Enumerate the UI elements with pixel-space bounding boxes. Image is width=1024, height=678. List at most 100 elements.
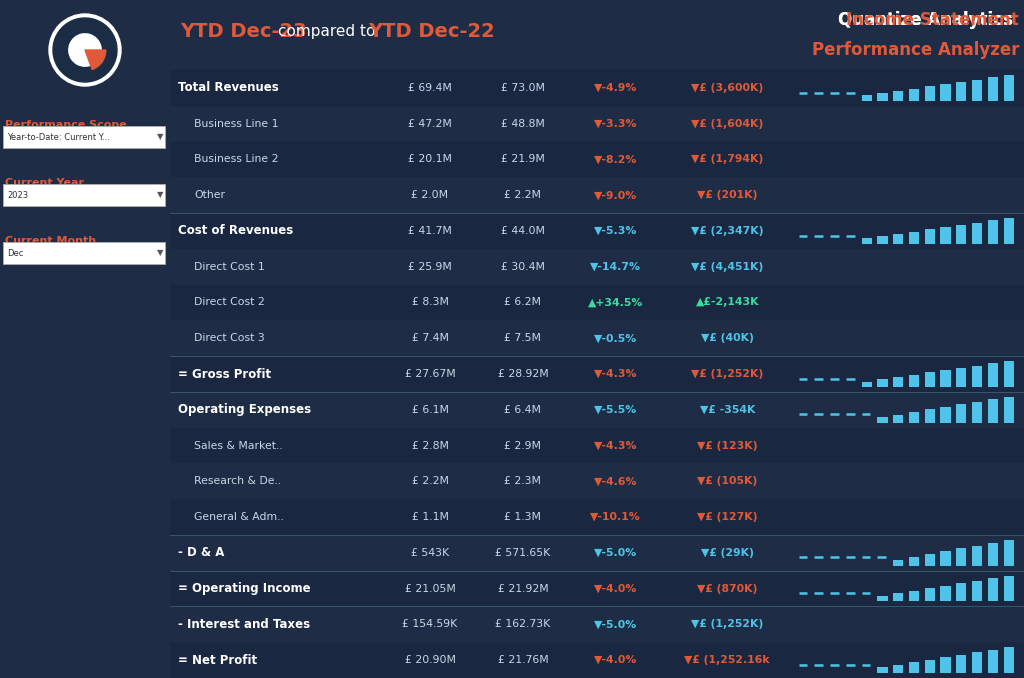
Text: £ 2.2M: £ 2.2M (505, 190, 542, 200)
Text: ▲£-2,143K: ▲£-2,143K (695, 298, 759, 307)
Text: Current Month: Current Month (5, 236, 96, 246)
Bar (972, 402, 982, 422)
Bar (878, 236, 888, 244)
FancyBboxPatch shape (3, 184, 165, 206)
Text: ▼-5.5%: ▼-5.5% (594, 405, 637, 415)
Bar (1004, 361, 1014, 387)
Bar (790, 70, 1024, 106)
Text: = Net Profit: = Net Profit (178, 654, 257, 666)
Bar (940, 370, 950, 387)
Bar (790, 392, 1024, 428)
Bar (878, 379, 888, 387)
Text: ▼£ (201K): ▼£ (201K) (697, 190, 758, 200)
Text: ▼£ (1,252K): ▼£ (1,252K) (691, 619, 763, 629)
Text: ▼£ (870K): ▼£ (870K) (697, 584, 758, 593)
Bar (972, 365, 982, 387)
Text: ▼£ (1,252.16k: ▼£ (1,252.16k (684, 655, 770, 665)
Text: £ 30.4M: £ 30.4M (501, 262, 545, 272)
Bar (893, 234, 903, 244)
Bar (170, 499, 790, 535)
Bar (170, 535, 790, 571)
Bar (988, 399, 998, 422)
Text: £ 2.8M: £ 2.8M (412, 441, 449, 450)
Text: ▼-5.0%: ▼-5.0% (594, 548, 637, 558)
Bar (909, 591, 920, 601)
Bar (972, 581, 982, 601)
Bar (1004, 576, 1014, 601)
Bar (790, 177, 1024, 213)
Text: £ 41.7M: £ 41.7M (409, 226, 452, 236)
Text: ▼-9.0%: ▼-9.0% (594, 190, 637, 200)
Bar (909, 375, 920, 387)
Bar (790, 463, 1024, 499)
Text: ▼-3.3%: ▼-3.3% (594, 119, 638, 129)
Text: £ 571.65K: £ 571.65K (496, 548, 551, 558)
Bar (878, 667, 888, 673)
Text: ▼-4.3%: ▼-4.3% (594, 369, 638, 379)
Text: ▼-5.0%: ▼-5.0% (594, 619, 637, 629)
Bar (988, 578, 998, 601)
Text: General & Adm..: General & Adm.. (194, 512, 284, 522)
Bar (956, 368, 967, 387)
Bar (909, 232, 920, 244)
Text: ▼-4.6%: ▼-4.6% (594, 476, 638, 486)
Text: £ 6.4M: £ 6.4M (505, 405, 542, 415)
Text: YTD Dec-22: YTD Dec-22 (368, 22, 495, 41)
Text: Performance Analyzer: Performance Analyzer (811, 41, 1019, 60)
Text: £ 2.3M: £ 2.3M (505, 476, 542, 486)
Text: £ 28.92M: £ 28.92M (498, 369, 548, 379)
Bar (988, 363, 998, 387)
Bar (988, 543, 998, 565)
Bar (909, 412, 920, 422)
Bar (861, 96, 871, 101)
Bar (956, 655, 967, 673)
Bar (893, 414, 903, 422)
Bar (925, 86, 935, 101)
Text: ▼£ (105K): ▼£ (105K) (697, 476, 758, 486)
Bar (940, 84, 950, 101)
Wedge shape (85, 27, 117, 82)
Text: £ 20.90M: £ 20.90M (404, 655, 456, 665)
Bar (925, 589, 935, 601)
Bar (956, 549, 967, 565)
Text: ▼£ (40K): ▼£ (40K) (700, 333, 754, 343)
Bar (988, 77, 998, 101)
Text: ▼£ (127K): ▼£ (127K) (697, 512, 758, 522)
Text: ▼£ (1,794K): ▼£ (1,794K) (691, 155, 763, 164)
Text: £ 7.4M: £ 7.4M (412, 333, 449, 343)
Text: £ 2.2M: £ 2.2M (412, 476, 449, 486)
Bar (790, 285, 1024, 320)
Text: Total Revenues: Total Revenues (178, 81, 279, 94)
Bar (893, 91, 903, 101)
Text: £ 20.1M: £ 20.1M (408, 155, 452, 164)
Text: ▼-4.3%: ▼-4.3% (594, 441, 638, 450)
Text: £ 6.2M: £ 6.2M (505, 298, 542, 307)
Text: £ 48.8M: £ 48.8M (501, 119, 545, 129)
Bar (956, 225, 967, 244)
Text: ▼: ▼ (157, 191, 163, 199)
Bar (940, 227, 950, 244)
Bar (170, 177, 790, 213)
Text: ▼-4.0%: ▼-4.0% (594, 584, 638, 593)
Bar (790, 106, 1024, 142)
Bar (909, 662, 920, 673)
Wedge shape (85, 50, 105, 70)
Text: ▼£ (2,347K): ▼£ (2,347K) (691, 226, 764, 236)
Text: £ 27.67M: £ 27.67M (404, 369, 456, 379)
Bar (956, 583, 967, 601)
Text: ▼-14.7%: ▼-14.7% (590, 262, 641, 272)
Text: ▼£ (123K): ▼£ (123K) (697, 441, 758, 450)
Text: £ 1.1M: £ 1.1M (412, 512, 449, 522)
Text: £ 2.0M: £ 2.0M (412, 190, 449, 200)
Text: ▼-0.5%: ▼-0.5% (594, 333, 637, 343)
Bar (170, 142, 790, 177)
Text: ▼-10.1%: ▼-10.1% (591, 512, 641, 522)
Bar (925, 410, 935, 422)
Bar (956, 82, 967, 101)
Bar (170, 70, 790, 106)
Text: ▼-5.3%: ▼-5.3% (594, 226, 638, 236)
Text: ▼-8.2%: ▼-8.2% (594, 155, 638, 164)
Bar (972, 222, 982, 244)
Text: Performance Scope: Performance Scope (5, 120, 127, 130)
Bar (170, 463, 790, 499)
